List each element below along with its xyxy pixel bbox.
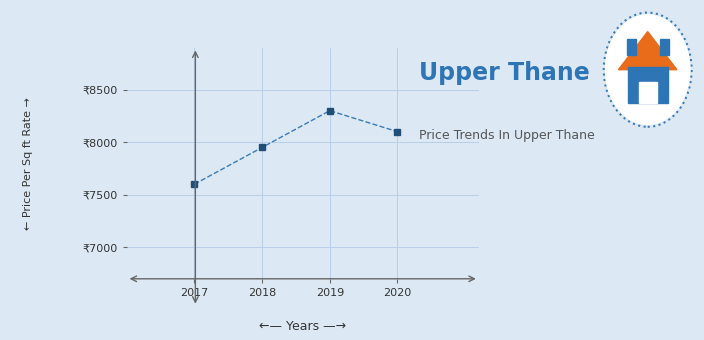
Bar bbox=[639, 82, 657, 103]
Polygon shape bbox=[618, 32, 677, 70]
Text: Price Trends In Upper Thane: Price Trends In Upper Thane bbox=[419, 129, 595, 142]
Text: ←— Years —→: ←— Years —→ bbox=[259, 320, 346, 334]
Text: ← Price Per Sq ft Rate →: ← Price Per Sq ft Rate → bbox=[23, 97, 33, 230]
Bar bbox=[627, 39, 636, 55]
Bar bbox=[627, 67, 668, 103]
Bar bbox=[660, 39, 669, 55]
Text: Upper Thane: Upper Thane bbox=[419, 61, 590, 85]
Circle shape bbox=[605, 15, 690, 124]
